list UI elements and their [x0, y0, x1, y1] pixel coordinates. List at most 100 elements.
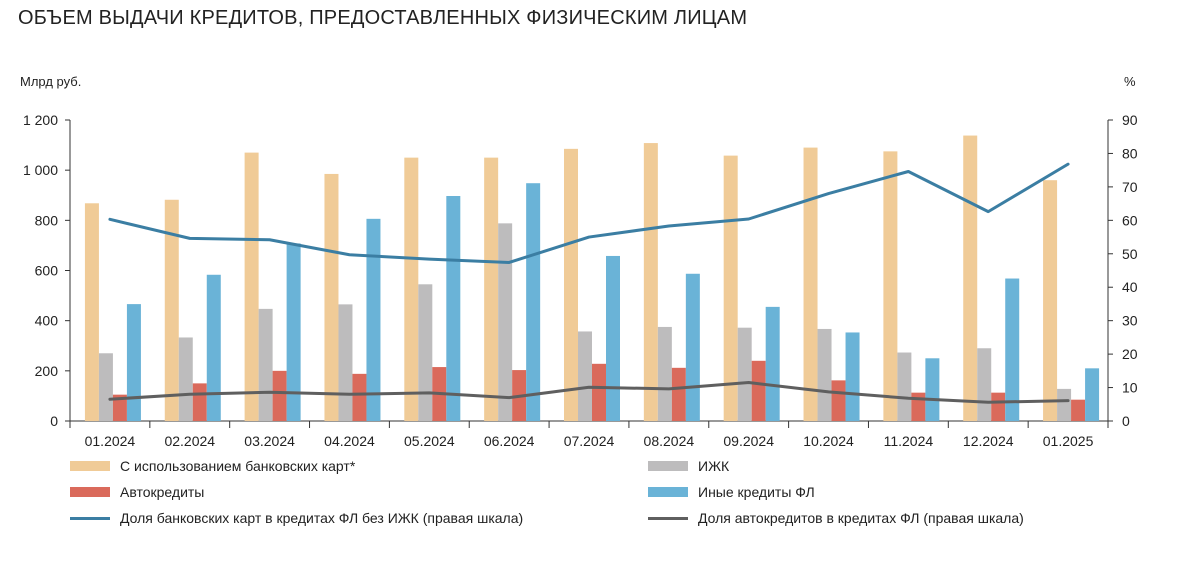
legend-label-cards: С использованием банковских карт* — [120, 458, 356, 474]
bar-auto — [192, 383, 207, 421]
bar-other — [1005, 278, 1020, 421]
bar-auto — [911, 392, 926, 421]
legend-label-cards-share: Доля банковских карт в кредитах ФЛ без И… — [120, 510, 524, 526]
bar-izhk — [897, 352, 912, 421]
bar-auto — [671, 367, 686, 421]
bar-auto — [1071, 399, 1086, 421]
bar-other — [206, 274, 221, 421]
legend: С использованием банковских карт* ИЖК Ав… — [70, 458, 1090, 530]
bar-izhk — [98, 353, 113, 421]
chart-title: ОБЪЕМ ВЫДАЧИ КРЕДИТОВ, ПРЕДОСТАВЛЕННЫХ Ф… — [18, 7, 748, 29]
y-right-tick-label: 40 — [1122, 279, 1138, 295]
bar-other — [685, 273, 700, 421]
bar-auto — [272, 370, 287, 421]
legend-item-cards-share: Доля банковских карт в кредитах ФЛ без И… — [70, 510, 523, 526]
bar-other — [1085, 368, 1100, 421]
bar-izhk — [578, 331, 592, 421]
bar-auto — [831, 380, 846, 421]
legend-label-izhk: ИЖК — [698, 458, 730, 474]
legend-swatch-izhk — [648, 461, 688, 471]
bar-izhk — [178, 337, 193, 421]
legend-swatch-auto — [70, 487, 110, 497]
y-right-tick-label: 50 — [1122, 246, 1138, 262]
y-right-tick-label: 0 — [1122, 413, 1130, 429]
bar-other — [606, 255, 620, 421]
x-tick-label: 01.2025 — [1043, 433, 1094, 449]
y-left-tick-label: 1 200 — [23, 112, 58, 128]
x-tick-label: 07.2024 — [564, 433, 615, 449]
bar-auto — [991, 392, 1006, 421]
legend-swatch-auto-share — [648, 516, 688, 520]
bar-cards — [564, 148, 578, 422]
x-tick-label: 12.2024 — [963, 433, 1014, 449]
legend-label-auto-share: Доля автокредитов в кредитах ФЛ (правая … — [698, 510, 1024, 526]
bar-auto — [352, 373, 367, 421]
x-tick-label: 06.2024 — [484, 433, 535, 449]
x-tick-label: 03.2024 — [244, 433, 295, 449]
x-tick-label: 10.2024 — [803, 433, 854, 449]
y-left-tick-label: 600 — [35, 263, 59, 279]
bar-izhk — [657, 326, 672, 421]
x-tick-label: 04.2024 — [324, 433, 375, 449]
x-tick-label: 09.2024 — [723, 433, 774, 449]
line-cards-share — [108, 162, 1070, 264]
y-left-tick-label: 1 000 — [23, 162, 58, 178]
legend-item-other: Иные кредиты ФЛ — [648, 484, 815, 500]
bar-other — [765, 306, 780, 421]
bar-cards — [404, 157, 419, 421]
y-left-tick-label: 800 — [35, 212, 59, 228]
y-right-tick-label: 20 — [1122, 346, 1138, 362]
bar-cards — [324, 173, 339, 421]
line-auto-share — [108, 381, 1070, 404]
legend-item-izhk: ИЖК — [648, 458, 729, 474]
left-axis-unit: Млрд руб. — [20, 74, 82, 89]
bar-cards — [1043, 180, 1058, 421]
bar-other — [126, 304, 141, 421]
x-tick-label: 11.2024 — [884, 433, 934, 449]
bar-izhk — [977, 348, 992, 421]
y-right-tick-label: 90 — [1122, 112, 1138, 128]
x-tick-label: 08.2024 — [644, 433, 695, 449]
x-tick-label: 02.2024 — [164, 433, 215, 449]
bar-auto — [751, 360, 766, 421]
bar-other — [446, 196, 461, 421]
y-left-tick-label: 200 — [35, 363, 59, 379]
bar-cards — [164, 199, 179, 421]
legend-item-auto-share: Доля автокредитов в кредитах ФЛ (правая … — [648, 510, 1024, 526]
y-right-tick-label: 10 — [1122, 380, 1138, 396]
bar-izhk — [737, 327, 752, 421]
bar-other — [845, 332, 860, 421]
legend-swatch-other — [648, 487, 688, 497]
bar-cards — [244, 152, 259, 421]
bar-izhk — [258, 308, 273, 421]
bar-other — [925, 358, 940, 421]
bar-cards — [723, 155, 738, 421]
bar-auto — [112, 394, 127, 421]
bar-izhk — [338, 304, 353, 421]
legend-item-cards: С использованием банковских карт* — [70, 458, 355, 474]
y-right-tick-label: 70 — [1122, 179, 1138, 195]
bar-other — [286, 243, 301, 421]
bar-other — [366, 218, 381, 421]
y-right-tick-label: 30 — [1122, 313, 1138, 329]
legend-label-other: Иные кредиты ФЛ — [698, 484, 815, 500]
y-left-tick-label: 0 — [50, 413, 58, 429]
bar-izhk — [418, 284, 433, 421]
bar-cards — [803, 147, 818, 421]
bar-cards — [84, 203, 99, 421]
bar-cards — [484, 157, 499, 421]
y-right-tick-label: 60 — [1122, 212, 1138, 228]
bar-cards — [883, 151, 898, 421]
bar-izhk — [1057, 388, 1072, 421]
bar-cards — [643, 143, 658, 421]
bar-izhk — [498, 223, 513, 421]
bar-auto — [592, 363, 606, 421]
legend-item-auto: Автокредиты — [70, 484, 204, 500]
legend-swatch-cards-share — [70, 516, 110, 520]
x-tick-label: 05.2024 — [404, 433, 455, 449]
x-tick-label: 01.2024 — [85, 433, 136, 449]
legend-label-auto: Автокредиты — [120, 484, 205, 500]
y-left-tick-label: 400 — [35, 313, 59, 329]
bar-izhk — [817, 328, 832, 421]
